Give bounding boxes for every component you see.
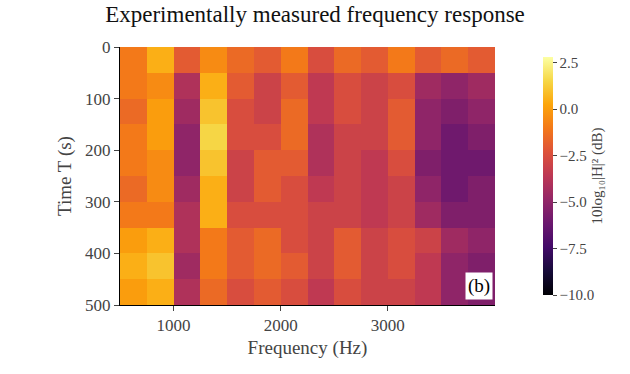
svg-text:Time T (s): Time T (s) <box>54 136 76 216</box>
svg-text:500: 500 <box>85 296 111 315</box>
svg-text:2.5: 2.5 <box>560 55 579 71</box>
svg-text:10log₁₀|H|² (dB): 10log₁₀|H|² (dB) <box>589 127 606 224</box>
svg-text:Frequency (Hz): Frequency (Hz) <box>248 337 368 359</box>
svg-text:2000: 2000 <box>264 316 298 335</box>
svg-text:−10.0: −10.0 <box>560 287 595 303</box>
svg-text:0.0: 0.0 <box>560 101 579 117</box>
svg-text:300: 300 <box>85 193 111 212</box>
svg-text:1000: 1000 <box>157 316 191 335</box>
svg-text:−7.5: −7.5 <box>560 241 587 257</box>
svg-text:−2.5: −2.5 <box>560 148 587 164</box>
svg-text:400: 400 <box>85 244 111 263</box>
svg-text:3000: 3000 <box>371 316 405 335</box>
svg-text:0: 0 <box>102 38 111 57</box>
svg-text:100: 100 <box>85 90 111 109</box>
svg-text:200: 200 <box>85 141 111 160</box>
svg-text:Experimentally measured freque: Experimentally measured frequency respon… <box>105 2 525 27</box>
svg-text:(b): (b) <box>468 275 490 297</box>
svg-text:−5.0: −5.0 <box>560 194 587 210</box>
